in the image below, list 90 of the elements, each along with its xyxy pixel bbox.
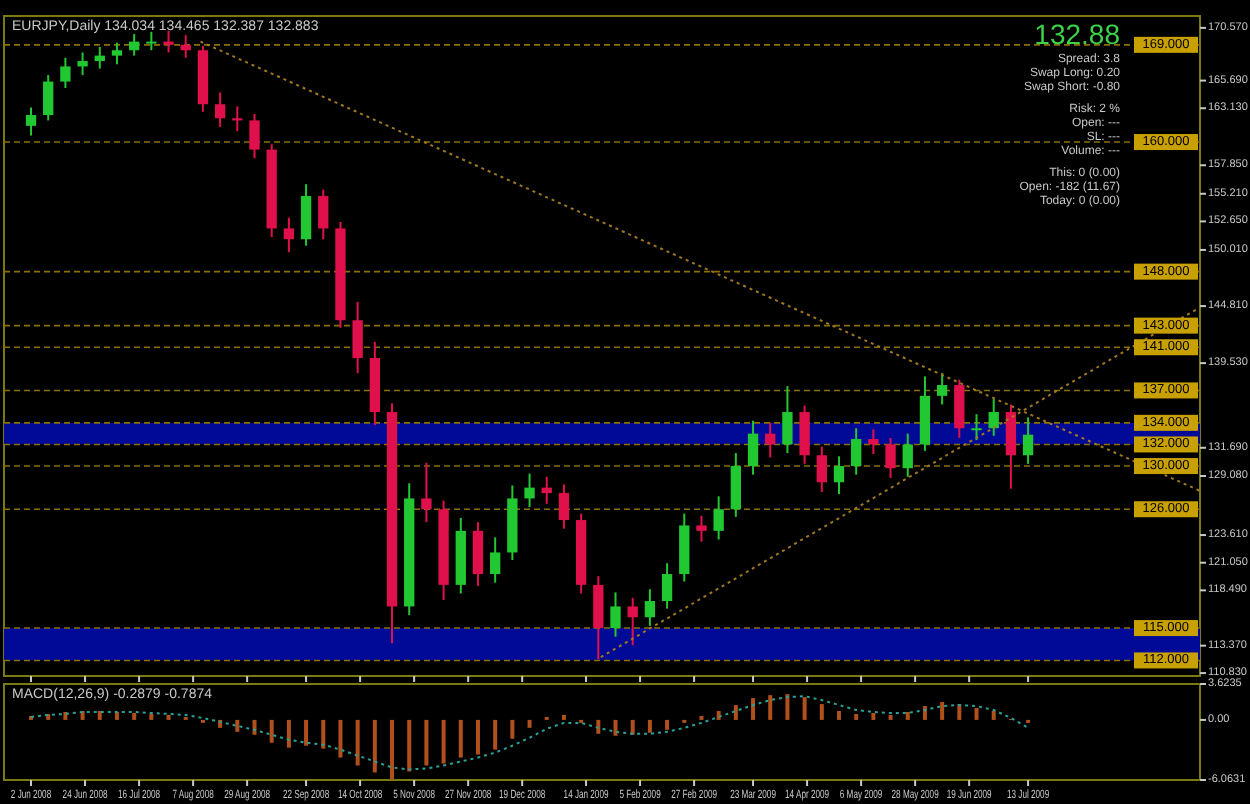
candlestick xyxy=(627,596,638,647)
candlestick xyxy=(971,413,982,442)
candlestick xyxy=(232,105,243,133)
candlestick xyxy=(77,51,88,77)
candlestick xyxy=(954,378,965,439)
candlestick xyxy=(352,300,363,375)
candlestick xyxy=(214,91,226,128)
candlestick xyxy=(300,183,312,247)
bar xyxy=(854,713,859,720)
bar xyxy=(252,719,257,735)
bar xyxy=(114,711,119,720)
bar xyxy=(647,719,652,733)
candlestick xyxy=(283,216,295,254)
candlestick xyxy=(885,436,896,479)
bar xyxy=(235,719,240,732)
bar xyxy=(372,719,377,773)
candlestick xyxy=(129,33,140,57)
annotation: 132.88 xyxy=(1034,18,1121,50)
bar xyxy=(751,698,756,720)
bar xyxy=(871,712,876,720)
bar xyxy=(355,719,360,766)
bar xyxy=(475,719,480,755)
bar xyxy=(596,719,601,734)
bar xyxy=(166,714,171,720)
candlestick xyxy=(1005,403,1017,490)
candlestick xyxy=(713,495,724,541)
candlestick xyxy=(765,421,776,459)
candlestick xyxy=(249,112,260,160)
candlestick xyxy=(421,461,432,524)
bar xyxy=(286,719,291,748)
bar xyxy=(888,714,893,720)
candlestick xyxy=(25,106,37,137)
bar xyxy=(441,719,446,764)
candlestick xyxy=(936,372,948,406)
candlestick xyxy=(902,432,913,478)
bar xyxy=(527,719,532,728)
candlestick xyxy=(782,385,793,455)
bar xyxy=(269,719,274,743)
bar xyxy=(493,719,498,750)
candlestick xyxy=(988,398,999,437)
bar xyxy=(149,713,154,720)
bar xyxy=(991,710,996,720)
candlestick xyxy=(610,591,621,638)
candlestick xyxy=(747,419,759,476)
candlestick xyxy=(799,404,810,465)
candlestick xyxy=(60,56,71,90)
candlestick xyxy=(490,536,501,584)
candlestick xyxy=(43,74,54,122)
bar xyxy=(630,719,635,735)
bar xyxy=(768,695,773,720)
bar xyxy=(132,712,137,720)
bar xyxy=(802,697,807,720)
candlestick xyxy=(524,472,535,509)
bar xyxy=(733,705,738,720)
bar xyxy=(957,704,962,720)
bar xyxy=(321,719,326,749)
candlestick xyxy=(833,455,845,496)
candlestick xyxy=(593,575,604,661)
candlestick xyxy=(472,521,484,587)
candlestick xyxy=(111,41,123,66)
candlestick xyxy=(163,29,174,54)
bar xyxy=(63,711,68,720)
bar xyxy=(561,714,566,720)
bar xyxy=(613,719,618,736)
bar xyxy=(424,719,429,766)
bar xyxy=(940,702,945,720)
bar xyxy=(338,719,343,758)
candlestick xyxy=(696,514,707,543)
bar xyxy=(458,719,463,758)
bar xyxy=(97,710,102,720)
candlestick xyxy=(730,452,741,518)
candlestick xyxy=(868,428,879,456)
candlestick xyxy=(816,445,827,493)
candlestick xyxy=(146,30,157,52)
candlestick xyxy=(644,588,656,627)
bar xyxy=(304,719,309,746)
candlestick xyxy=(661,562,673,610)
bar xyxy=(665,719,670,730)
bar xyxy=(974,708,979,720)
candlestick xyxy=(1022,416,1034,465)
bar xyxy=(390,719,395,780)
bar xyxy=(819,704,824,720)
candlestick xyxy=(851,427,862,476)
bar xyxy=(785,694,790,720)
candlestick xyxy=(558,483,570,530)
bar xyxy=(510,719,515,739)
bar xyxy=(407,719,412,772)
bar xyxy=(905,711,910,720)
bar xyxy=(836,710,841,720)
candlestick xyxy=(318,188,329,241)
